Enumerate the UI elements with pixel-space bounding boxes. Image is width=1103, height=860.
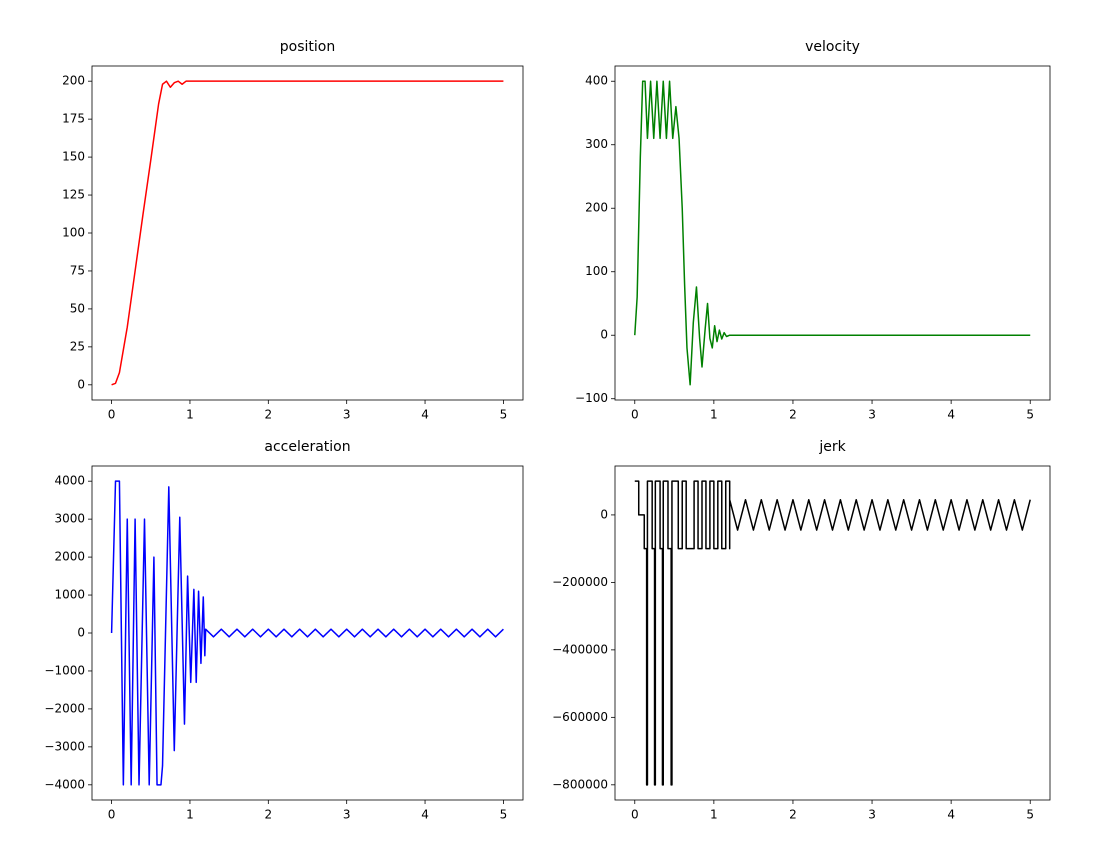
data-line — [634, 80, 1031, 386]
y-tick-label: 4000 — [54, 474, 85, 488]
y-tick-label: −2000 — [44, 701, 85, 715]
y-tick-label: 0 — [77, 377, 85, 391]
x-tick-label: 3 — [868, 808, 876, 822]
y-tick-label: −4000 — [44, 777, 85, 791]
subplot: jerk 0 1 2 3 4 5 −800000 −600000 −400000 −200000 0 — [552, 439, 1051, 822]
y-tick-label: 400 — [585, 74, 608, 88]
y-tick-label: 50 — [70, 301, 85, 315]
x-tick-label: 2 — [264, 808, 272, 822]
plot-area — [634, 80, 1031, 386]
x-tick-label: 4 — [947, 808, 955, 822]
x-tick-label: 0 — [108, 408, 116, 422]
x-tick-label: 1 — [710, 808, 718, 822]
x-tick-label: 0 — [631, 408, 639, 422]
y-tick-label: 25 — [70, 339, 85, 353]
x-tick-label: 2 — [789, 408, 797, 422]
data-line — [111, 80, 504, 386]
y-tick-label: −100 — [575, 391, 608, 405]
plot-area — [110, 480, 504, 786]
y-tick-label: 0 — [77, 626, 85, 640]
y-tick-label: 100 — [62, 226, 85, 240]
y-tick-label: 0 — [600, 328, 608, 342]
y-tick-label: −600000 — [552, 710, 608, 724]
y-tick-label: 150 — [62, 150, 85, 164]
y-tick-label: 75 — [70, 263, 85, 277]
x-tick-label: 4 — [421, 408, 429, 422]
x-tick-label: 5 — [500, 408, 508, 422]
y-tick-label: 125 — [62, 188, 85, 202]
y-tick-label: 200 — [62, 74, 85, 88]
x-tick-label: 2 — [264, 408, 272, 422]
y-tick-label: −400000 — [552, 642, 608, 656]
x-tick-label: 4 — [421, 808, 429, 822]
x-tick-label: 3 — [343, 808, 351, 822]
subplot-title: jerk — [818, 439, 846, 455]
y-tick-label: −1000 — [44, 663, 85, 677]
x-tick-label: 3 — [343, 408, 351, 422]
subplot-title: position — [280, 39, 335, 55]
plot-area — [634, 480, 1031, 786]
x-tick-label: 1 — [186, 408, 194, 422]
y-tick-label: 1000 — [54, 588, 85, 602]
y-tick-label: 2000 — [54, 550, 85, 564]
y-tick-label: 0 — [600, 507, 608, 521]
subplot-title: velocity — [805, 39, 860, 55]
x-tick-label: 5 — [1026, 408, 1034, 422]
y-tick-label: 175 — [62, 112, 85, 126]
plot-area — [111, 80, 504, 386]
subplot: acceleration 0 1 2 3 4 5 −4000 −3000 −2000 −1000 0 1… — [44, 439, 524, 822]
y-tick-label: 200 — [585, 201, 608, 215]
axes-frame — [614, 465, 1051, 801]
x-tick-label: 5 — [500, 808, 508, 822]
data-line — [110, 480, 504, 786]
x-tick-label: 1 — [186, 808, 194, 822]
data-line — [634, 480, 1031, 786]
x-tick-label: 4 — [947, 408, 955, 422]
y-tick-label: 3000 — [54, 512, 85, 526]
subplot: velocity 0 1 2 3 4 5 −100 0 100 200 300 400 — [575, 39, 1051, 422]
subplot-title: acceleration — [264, 439, 350, 455]
y-tick-label: −800000 — [552, 777, 608, 791]
y-tick-label: −200000 — [552, 575, 608, 589]
axes-frame — [614, 65, 1051, 401]
x-tick-label: 2 — [789, 808, 797, 822]
y-tick-label: 100 — [585, 264, 608, 278]
x-tick-label: 0 — [108, 808, 116, 822]
y-tick-label: 300 — [585, 137, 608, 151]
x-tick-label: 5 — [1026, 808, 1034, 822]
y-tick-label: −3000 — [44, 739, 85, 753]
x-tick-label: 0 — [631, 808, 639, 822]
x-tick-label: 3 — [868, 408, 876, 422]
x-tick-label: 1 — [710, 408, 718, 422]
